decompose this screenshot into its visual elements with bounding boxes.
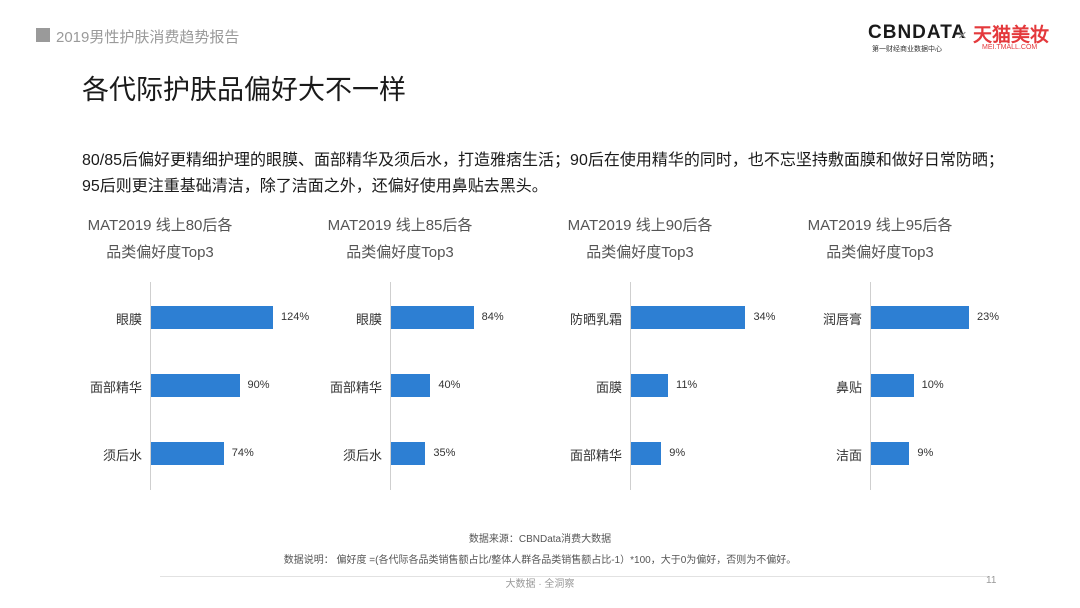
category-label: 面部精华 — [569, 448, 622, 463]
value-label: 35% — [433, 447, 456, 459]
value-label: 10% — [921, 379, 944, 391]
category-label: 须后水 — [102, 448, 142, 463]
bar — [391, 374, 431, 397]
bar — [631, 442, 662, 465]
category-label: 眼膜 — [115, 312, 142, 327]
value-label: 9% — [917, 447, 934, 459]
value-label: 84% — [481, 311, 504, 323]
category-label: 面膜 — [595, 380, 622, 395]
tmall-logo: 天猫美妆 — [973, 25, 1050, 46]
footer-divider — [160, 576, 990, 577]
bar — [391, 306, 474, 329]
description: 80/85后偏好更精细护理的眼膜、面部精华及须后水，打造雅痞生活；90后在使用精… — [82, 152, 1004, 195]
cbndata-logo-subtitle: 第一财经商业数据中心 — [872, 46, 942, 53]
value-label: 23% — [977, 311, 1000, 323]
data-note: 数据说明： 偏好度 =(各代际各品类销售额占比/整体人群各品类销售额占比-1）*… — [283, 555, 797, 566]
chart-title-line1: MAT2019 线上95后各 — [807, 217, 953, 234]
tmall-logo-subtitle: MEI.TMALL.COM — [982, 44, 1038, 51]
chart-title-line2: 品类偏好度Top3 — [346, 244, 454, 261]
chart-axis — [390, 282, 391, 490]
chart-panel-3: MAT2019 线上90后各 品类偏好度Top3 防晒乳霜 34% 面膜 11% 面部精华 9… — [520, 210, 775, 500]
category-label: 洁面 — [835, 448, 862, 463]
category-label: 须后水 — [342, 448, 382, 463]
chart-title: MAT2019 线上80后各 品类偏好度Top3 — [40, 212, 280, 266]
chart-title-line1: MAT2019 线上80后各 — [87, 217, 233, 234]
chart-panel-2: MAT2019 线上85后各 品类偏好度Top3 眼膜 84% 面部精华 40% 须后水 35… — [280, 210, 520, 500]
chart-title: MAT2019 线上85后各 品类偏好度Top3 — [280, 212, 520, 266]
chart-title: MAT2019 线上95后各 品类偏好度Top3 — [760, 212, 1000, 266]
value-label: 74% — [231, 447, 254, 459]
chart-title: MAT2019 线上90后各 品类偏好度Top3 — [520, 212, 760, 266]
chart-title-line2: 品类偏好度Top3 — [586, 244, 694, 261]
page-title: 各代际护肤品偏好大不一样 — [82, 75, 406, 105]
bar — [151, 306, 273, 329]
bar — [631, 306, 746, 329]
chart-title-line2: 品类偏好度Top3 — [106, 244, 214, 261]
category-label: 面部精华 — [89, 380, 142, 395]
chart-title-line2: 品类偏好度Top3 — [826, 244, 934, 261]
page-number: 11 — [986, 575, 997, 586]
chart-axis — [870, 282, 871, 490]
chart-title-line1: MAT2019 线上90后各 — [567, 217, 713, 234]
bar — [151, 442, 224, 465]
value-label: 90% — [247, 379, 270, 391]
category-label: 润唇膏 — [822, 312, 862, 327]
cbndata-logo: CBNDATA — [868, 22, 967, 43]
chart-panel-4: MAT2019 线上95后各 品类偏好度Top3 润唇膏 23% 鼻贴 10% 洁面 9% — [760, 210, 1000, 500]
bar — [871, 306, 970, 329]
value-label: 34% — [753, 311, 776, 323]
value-label: 9% — [669, 447, 686, 459]
category-label: 面部精华 — [329, 380, 382, 395]
bar — [631, 374, 669, 397]
footer-text: 大数据 · 全洞察 — [505, 579, 575, 590]
chart-axis — [630, 282, 631, 490]
category-label: 眼膜 — [355, 312, 382, 327]
value-label: 40% — [438, 379, 461, 391]
value-label: 11% — [676, 379, 698, 391]
bar — [151, 374, 240, 397]
bar — [391, 442, 426, 465]
bar — [871, 442, 910, 465]
chart-axis — [150, 282, 151, 490]
bar — [871, 374, 914, 397]
data-source: 数据来源：CBNData消费大数据 — [468, 534, 612, 545]
chart-panel-1: MAT2019 线上80后各 品类偏好度Top3 眼膜 124% 面部精华 90% 须后水 7… — [40, 210, 309, 500]
report-title: 2019男性护肤消费趋势报告 — [56, 29, 240, 46]
logo-separator: × — [958, 27, 967, 44]
value-label: 124% — [281, 311, 310, 323]
header-square — [36, 28, 50, 42]
chart-title-line1: MAT2019 线上85后各 — [327, 217, 473, 234]
category-label: 防晒乳霜 — [569, 312, 622, 327]
category-label: 鼻贴 — [835, 380, 862, 395]
